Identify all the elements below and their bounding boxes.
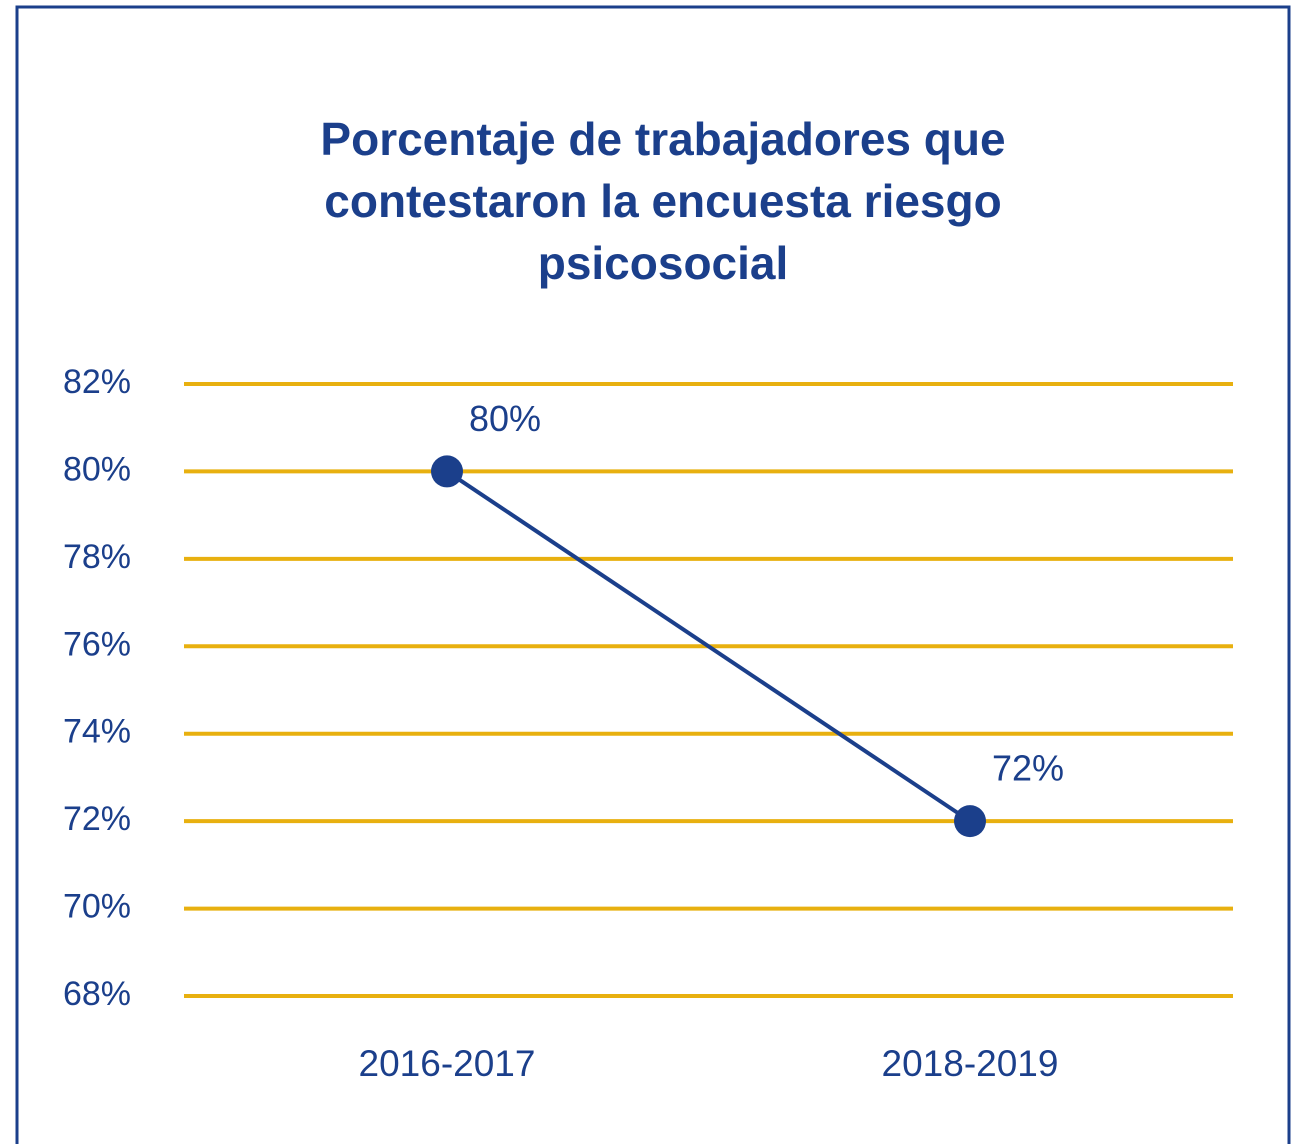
- y-tick-label: 72%: [63, 800, 131, 838]
- y-tick-label: 80%: [63, 450, 131, 488]
- chart-title: Porcentaje de trabajadores que contestar…: [320, 113, 1006, 289]
- y-tick-label: 76%: [63, 625, 131, 663]
- x-tick-label: 2018-2019: [882, 1043, 1059, 1084]
- y-tick-label: 74%: [63, 713, 131, 751]
- line: [445, 469, 972, 823]
- point: [431, 455, 463, 488]
- point: [954, 805, 986, 838]
- data-label: 72%: [992, 748, 1064, 789]
- data-label: 80%: [469, 398, 541, 439]
- y-tick-label: 70%: [63, 888, 131, 926]
- y-tick-label: 78%: [63, 538, 131, 576]
- y-tick-label: 82%: [63, 363, 131, 401]
- x-tick-label: 2016-2017: [359, 1043, 536, 1084]
- y-tick-label: 68%: [63, 975, 131, 1013]
- frame: [15, 5, 1291, 1144]
